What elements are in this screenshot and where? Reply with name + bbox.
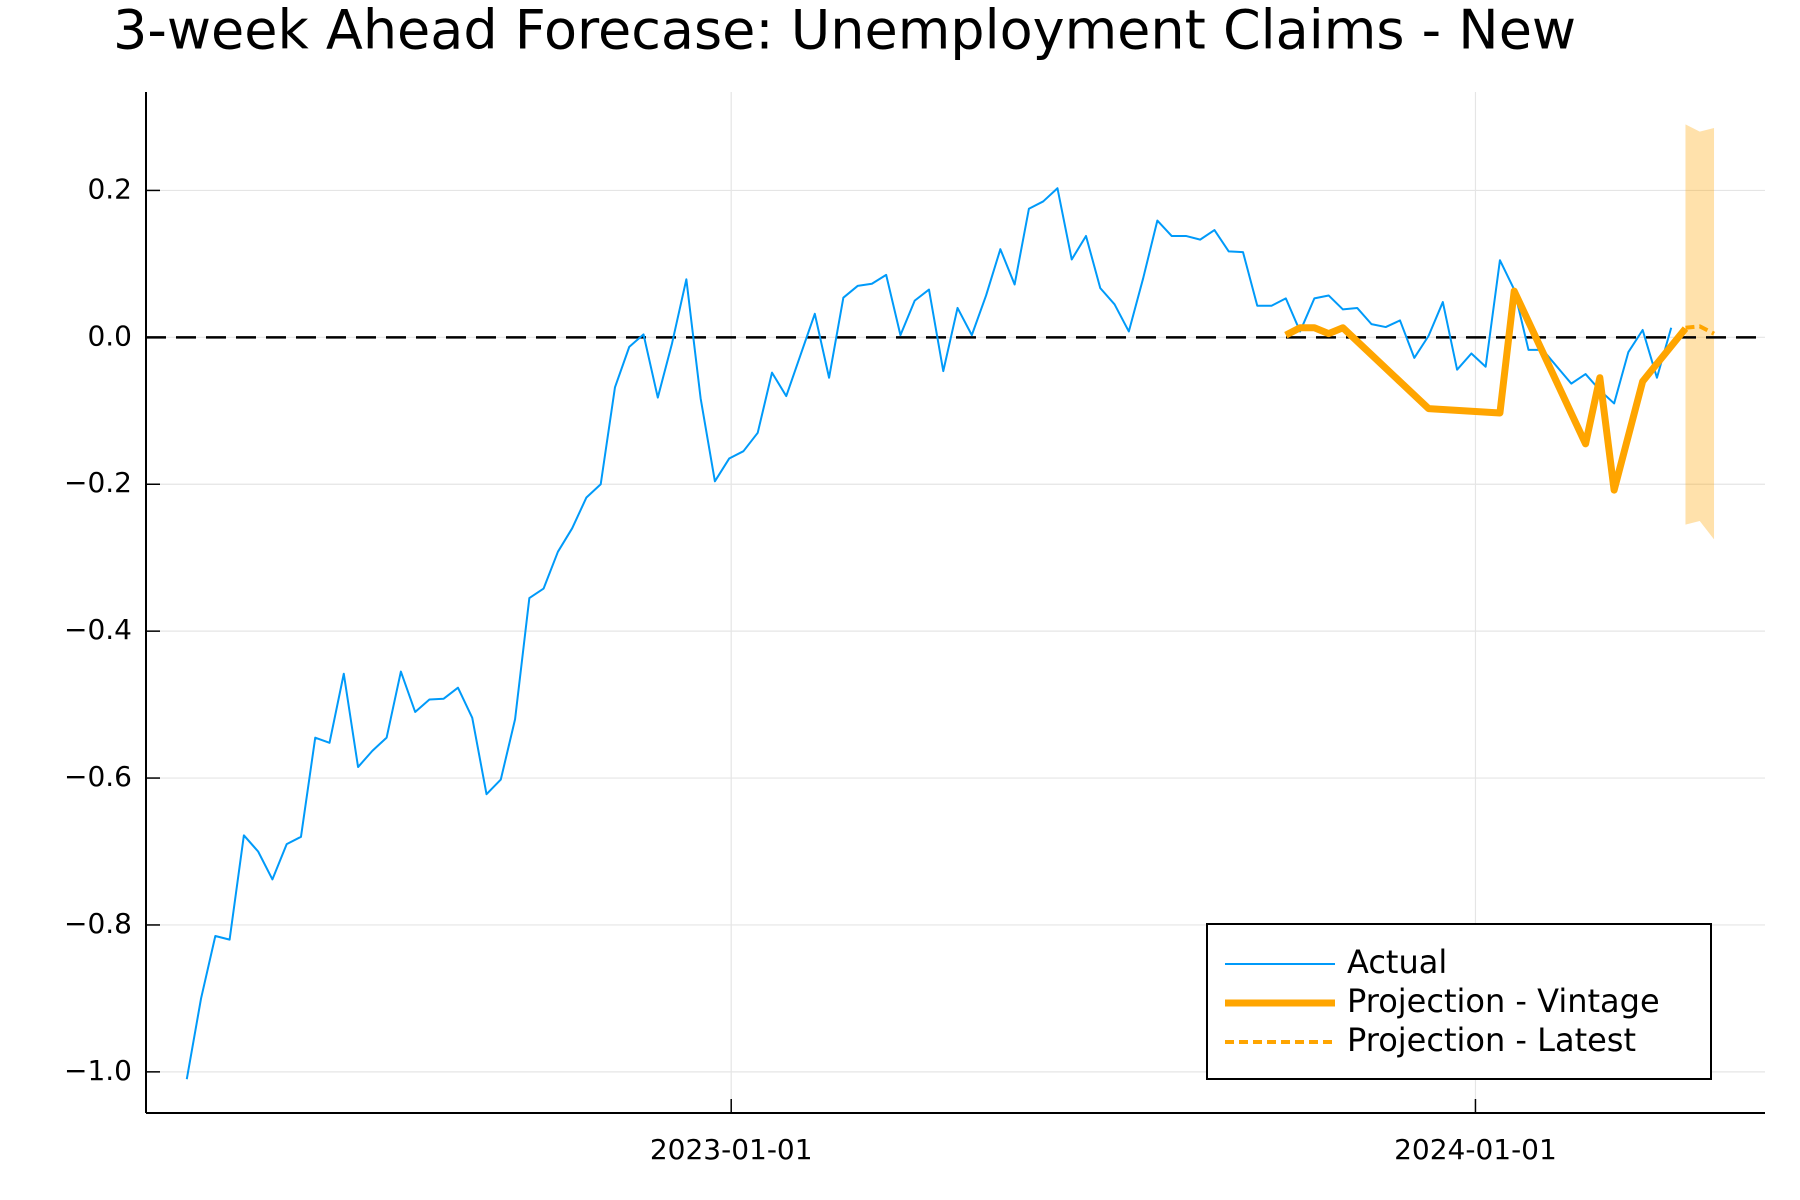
series-line <box>185 187 1673 1080</box>
y-tick-label: 0.2 <box>87 172 132 205</box>
y-tick-label: 0.0 <box>87 319 132 352</box>
chart-title: 3-week Ahead Forecase: Unemployment Clai… <box>113 0 1576 62</box>
x-tick-label: 2024-01-01 <box>1394 1133 1557 1166</box>
legend-label: Projection - Vintage <box>1347 982 1660 1020</box>
y-tick-label: −1.0 <box>64 1054 132 1087</box>
forecast-band <box>1685 124 1715 540</box>
y-tick-label: −0.8 <box>64 907 132 940</box>
series-line <box>1685 324 1715 336</box>
y-tick-label: −0.2 <box>64 466 132 499</box>
x-tick-label: 2023-01-01 <box>650 1133 813 1166</box>
y-tick-label: −0.4 <box>64 613 132 646</box>
y-tick-label: −0.6 <box>64 760 132 793</box>
legend-label: Actual <box>1347 943 1447 981</box>
series-line <box>1284 287 1689 494</box>
legend-label: Projection - Latest <box>1347 1021 1636 1059</box>
